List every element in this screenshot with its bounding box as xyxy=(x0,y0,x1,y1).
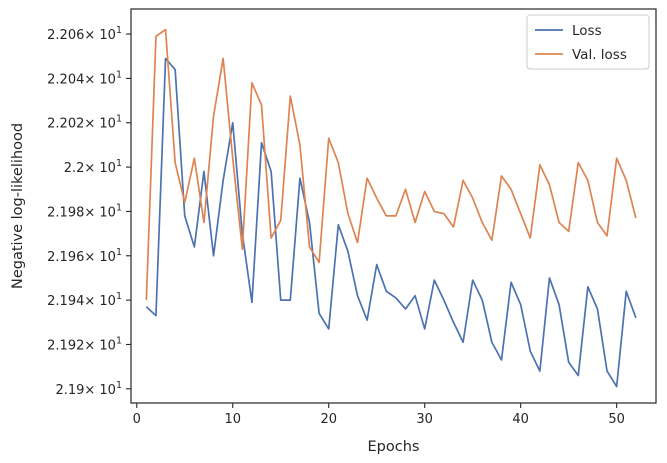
y-tick-label: 2.2× 101 xyxy=(64,158,122,176)
legend-box xyxy=(526,14,650,70)
y-tick-label: 2.204× 101 xyxy=(47,69,122,87)
series-line-loss xyxy=(145,57,637,388)
series-line-val-loss xyxy=(145,28,637,301)
x-axis-ticks: 0 10 20 30 40 50 xyxy=(133,403,625,427)
x-tick-label: 30 xyxy=(416,412,433,427)
y-tick-label: 2.192× 101 xyxy=(47,335,122,353)
x-tick-label: 0 xyxy=(133,412,141,427)
y-axis-ticks: 2.19× 101 2.192× 101 2.194× 101 2.196× 101 2… xyxy=(47,25,131,398)
x-tick-label: 40 xyxy=(512,412,529,427)
y-axis-label: Negative log-likelihood xyxy=(10,123,26,289)
series-lines xyxy=(145,28,637,388)
axes-frame xyxy=(130,8,657,404)
y-tick-label: 2.194× 101 xyxy=(47,291,122,309)
y-tick-label: 2.206× 101 xyxy=(47,25,122,43)
x-tick-label: 50 xyxy=(608,412,625,427)
x-axis-label: Epochs xyxy=(368,439,420,455)
x-tick-label: 10 xyxy=(224,412,241,427)
plot-area xyxy=(131,9,656,403)
legend-label-val-loss: Val. loss xyxy=(572,47,627,63)
legend: Loss Val. loss xyxy=(526,14,650,70)
y-tick-label: 2.198× 101 xyxy=(47,202,122,220)
x-tick-label: 20 xyxy=(320,412,337,427)
y-tick-label: 2.196× 101 xyxy=(47,247,122,265)
y-tick-label: 2.19× 101 xyxy=(55,380,122,398)
y-tick-label: 2.202× 101 xyxy=(47,114,122,132)
legend-label-loss: Loss xyxy=(572,23,602,39)
